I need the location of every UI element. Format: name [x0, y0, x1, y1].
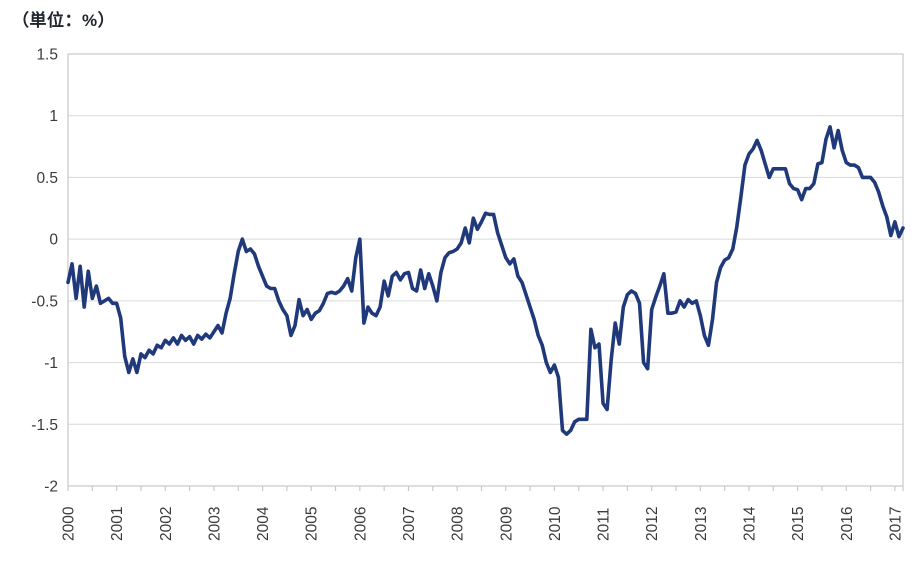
y-tick-label: -0.5 — [31, 293, 58, 310]
x-tick-label: 2007 — [401, 507, 418, 541]
y-tick-label: 0 — [49, 232, 58, 249]
y-tick-label: -1 — [44, 355, 58, 372]
data-line — [66, 125, 905, 436]
x-tick-label: 2017 — [887, 507, 904, 541]
x-tick-label: 2015 — [790, 507, 807, 541]
y-tick-label: -2 — [44, 479, 58, 496]
x-tick-label: 2016 — [839, 507, 856, 541]
chart-unit-title: （単位：%） — [12, 11, 116, 30]
y-tick-label: -1.5 — [31, 417, 58, 434]
x-tick-label: 2014 — [741, 506, 758, 541]
y-tick-label: 0.5 — [36, 170, 58, 187]
x-tick-label: 2010 — [547, 506, 564, 541]
x-tick-label: 2011 — [596, 508, 613, 541]
x-tick-label: 2009 — [498, 507, 515, 541]
x-tick-label: 2006 — [352, 507, 369, 541]
x-tick-label: 2008 — [450, 507, 467, 541]
x-tick-label: 2012 — [644, 507, 661, 541]
plot-border — [67, 53, 904, 487]
x-tick-label: 2001 — [109, 507, 126, 541]
y-tick-label: 1 — [49, 108, 58, 125]
x-tick-label: 2002 — [158, 507, 175, 541]
y-tick-label: 1.5 — [36, 47, 58, 64]
x-tick-label: 2005 — [304, 507, 321, 541]
x-tick-label: 2004 — [255, 506, 272, 541]
x-tick-label: 2013 — [693, 507, 710, 541]
x-tick-label: 2000 — [61, 506, 78, 541]
x-tick-label: 2003 — [206, 507, 223, 541]
